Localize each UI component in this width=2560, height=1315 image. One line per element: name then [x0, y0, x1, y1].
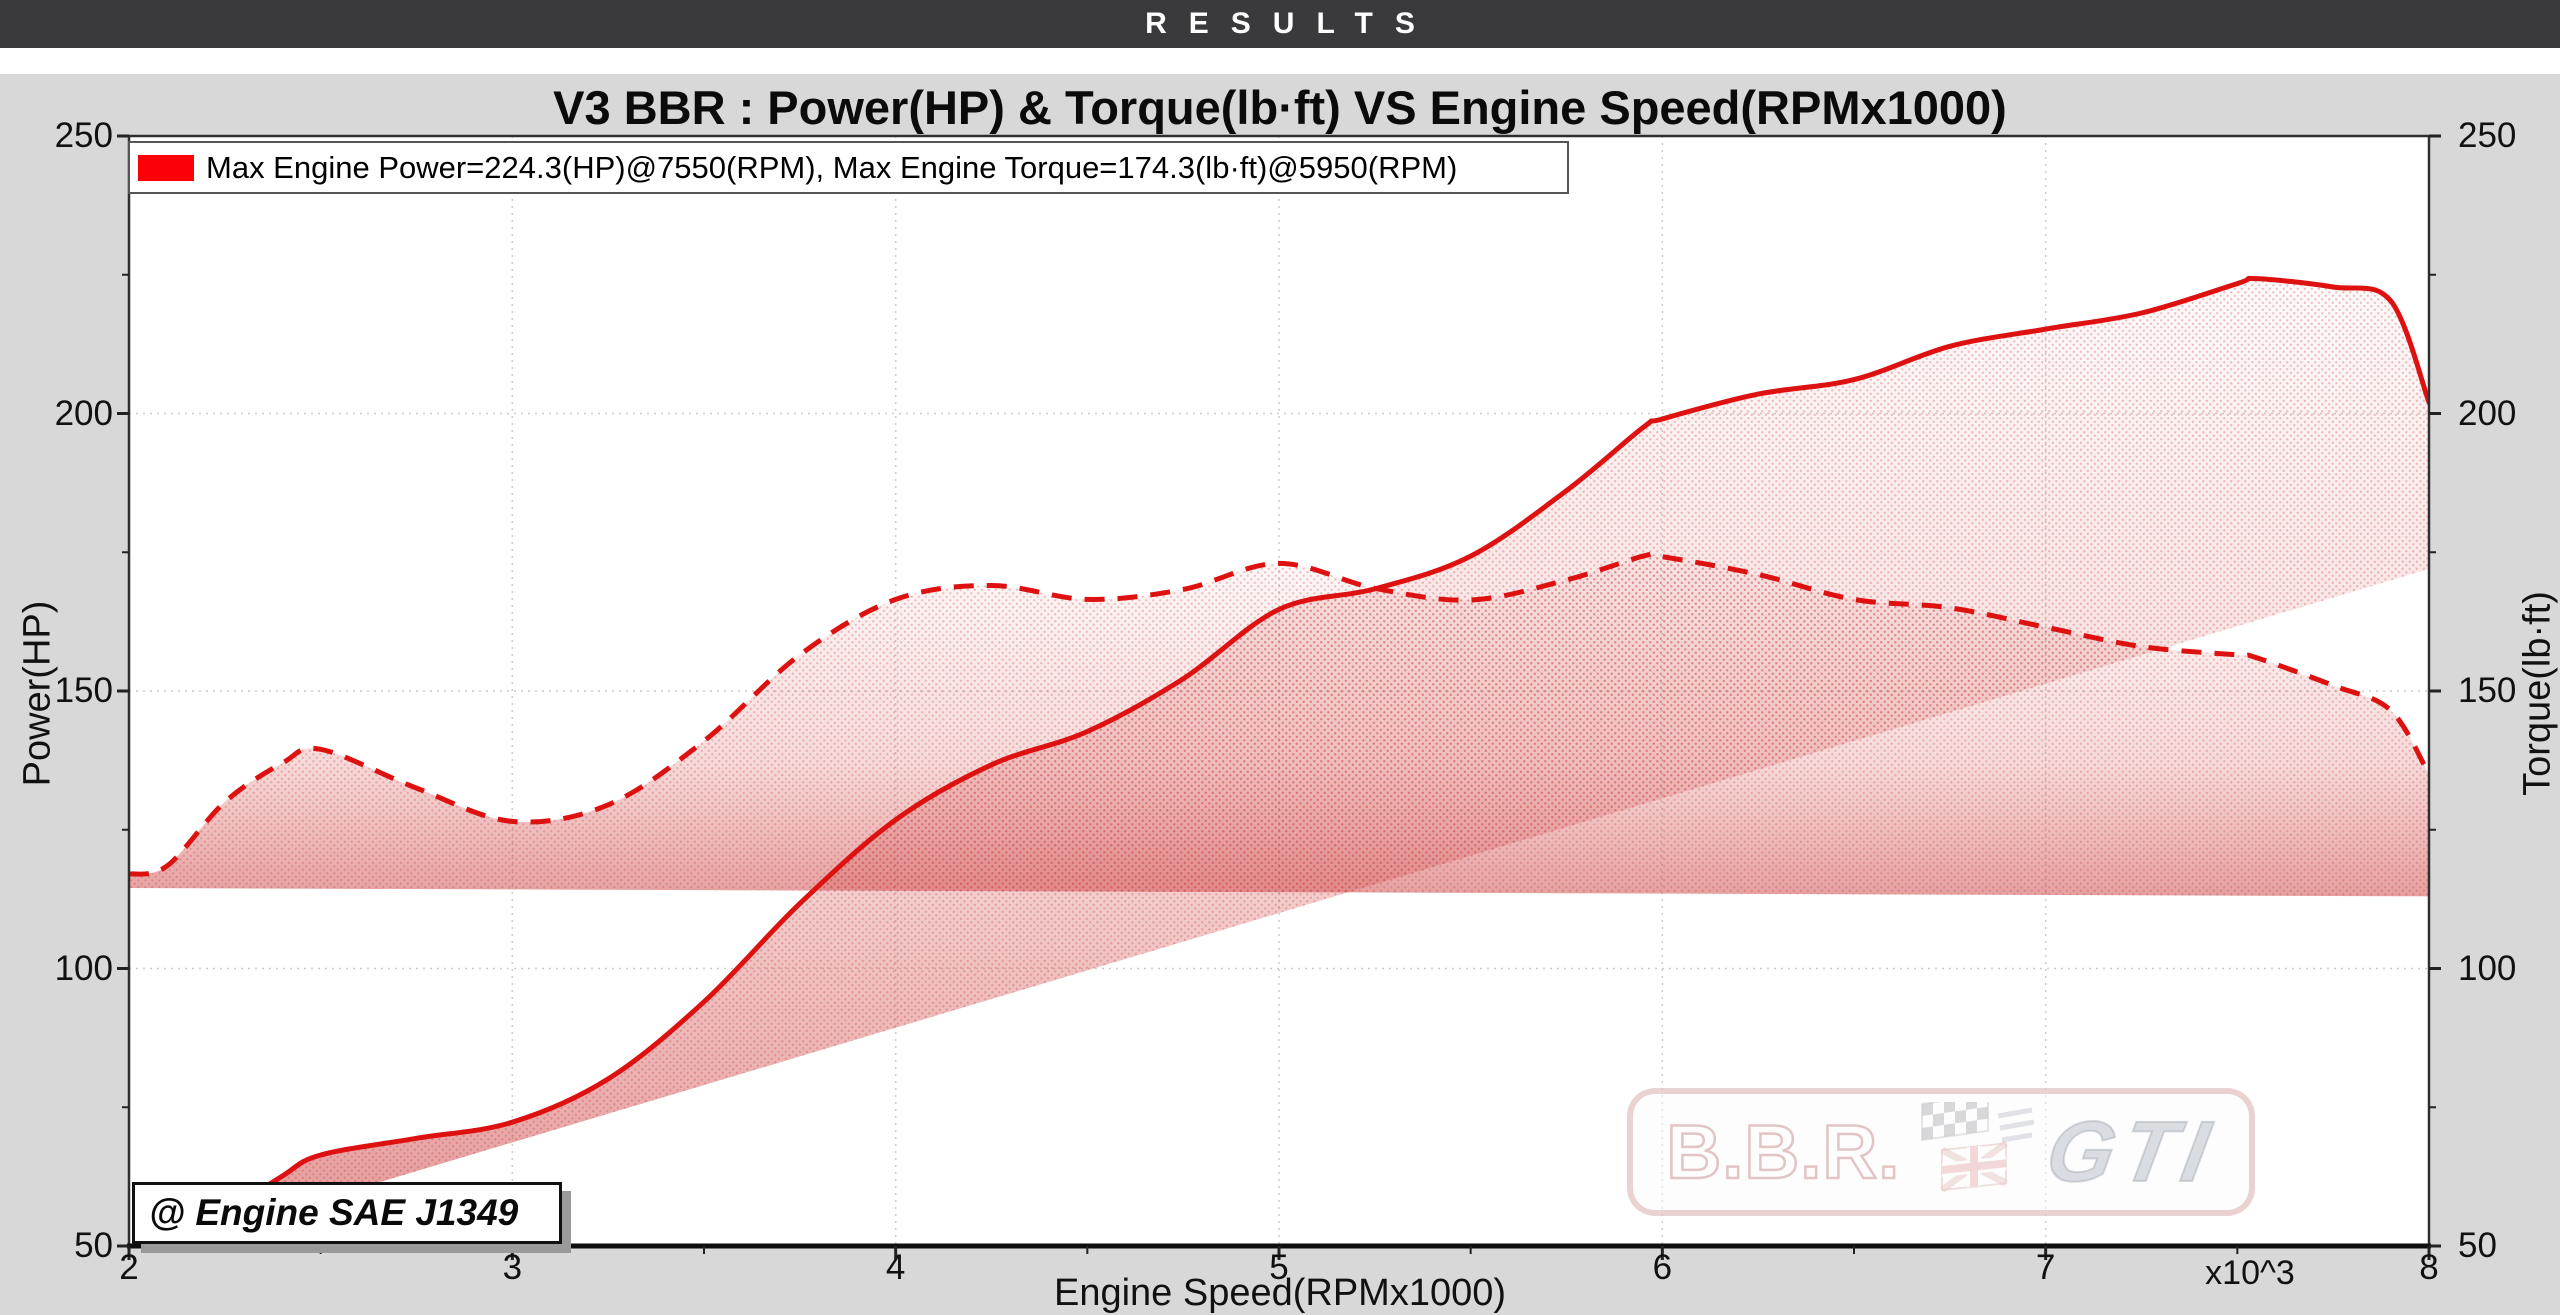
y-tick-label-left: 150 [54, 671, 113, 710]
axis-ticks [117, 134, 2441, 1260]
y-tick-label-left: 100 [54, 948, 113, 988]
y-axis-label-right: Torque(lb·ft) [2516, 591, 2559, 796]
x-tick-label: 4 [885, 1248, 906, 1287]
x-tick-label: 2 [119, 1248, 139, 1287]
legend-box: Max Engine Power=224.3(HP)@7550(RPM), Ma… [128, 141, 1569, 194]
page-title: RESULTS [1145, 7, 1437, 40]
sae-annotation-text: @ Engine SAE J1349 [149, 1192, 519, 1233]
plot-content [129, 275, 2429, 1246]
sae-annotation-box: @ Engine SAE J1349 [132, 1182, 562, 1244]
y-tick-label-right: 50 [2458, 1226, 2497, 1265]
x-tick-label: 8 [2419, 1248, 2439, 1287]
y-tick-label-left: 200 [54, 393, 113, 433]
x-axis-multiplier-label: x10^3 [2205, 1254, 2295, 1292]
legend-swatch-red [138, 154, 194, 181]
x-tick-label: 3 [502, 1248, 523, 1287]
x-tick-label: 6 [1652, 1248, 1673, 1287]
x-axis-label: Engine Speed(RPMx1000) [1053, 1272, 1507, 1314]
y-tick-label-left: 250 [54, 116, 113, 155]
x-tick-label: 5 [1269, 1248, 1289, 1287]
header-divider [0, 48, 2560, 74]
legend-text: Max Engine Power=224.3(HP)@7550(RPM), Ma… [206, 149, 1458, 185]
power-area-hatch [166, 278, 2429, 1246]
y-tick-label-left: 50 [74, 1226, 113, 1265]
y-tick-label-right: 250 [2458, 116, 2517, 155]
watermark-bbr-text: B.B.R. [1665, 1108, 1901, 1196]
watermark-gti-text: GTI [2039, 1103, 2225, 1201]
torque-curve [129, 551, 2429, 877]
bbr-gti-watermark: B.B.R. GTI [1627, 1088, 2255, 1216]
checkered-flag-icon [1921, 1102, 1990, 1142]
y-tick-label-right: 150 [2458, 671, 2517, 710]
speed-lines-icon [1997, 1107, 2035, 1143]
power-curve [182, 275, 2429, 1246]
header-bar: RESULTS [0, 0, 2560, 48]
y-tick-label-right: 200 [2458, 393, 2517, 433]
union-jack-icon [1940, 1140, 2009, 1193]
watermark-flags [1921, 1102, 2035, 1193]
x-tick-label: 7 [2035, 1248, 2056, 1287]
chart-title: V3 BBR : Power(HP) & Torque(lb·ft) VS En… [553, 81, 2007, 134]
y-axis-label-left: Power(HP) [16, 600, 59, 787]
y-tick-label-right: 100 [2458, 948, 2517, 988]
